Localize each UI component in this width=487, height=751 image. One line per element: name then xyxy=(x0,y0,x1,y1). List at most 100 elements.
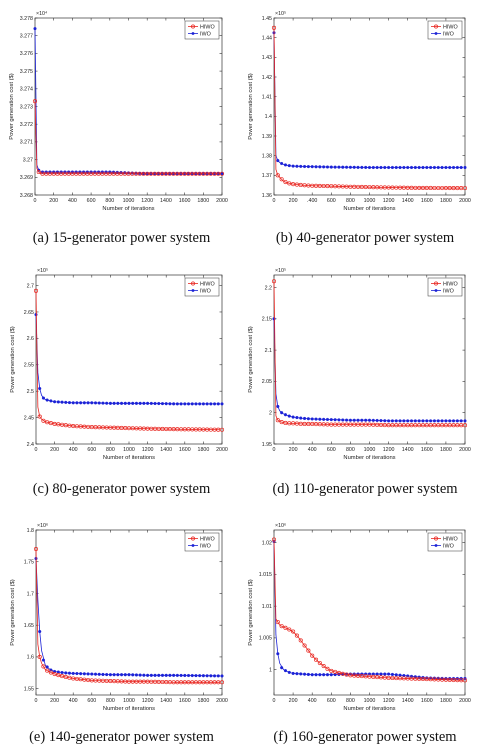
series-point-hiwo xyxy=(371,674,376,679)
series-point-hiwo xyxy=(219,680,225,685)
series-point-hiwo xyxy=(363,422,368,427)
series-point-iwo xyxy=(127,673,131,677)
y-tick-label: 1.005 xyxy=(259,636,272,642)
y-tick-label: 1.01 xyxy=(262,604,272,610)
series-point-hiwo xyxy=(283,420,288,426)
y-axis-label: Power generation cost ($) xyxy=(10,326,16,392)
series-point-iwo xyxy=(348,165,352,169)
series-point-iwo xyxy=(310,673,314,677)
series-point-iwo xyxy=(82,672,86,676)
series-point-hiwo xyxy=(394,676,399,681)
x-tick-label: 1000 xyxy=(123,447,135,453)
series-point-hiwo xyxy=(219,171,225,176)
series-point-hiwo xyxy=(336,422,341,427)
series-point-hiwo xyxy=(462,423,468,428)
series-point-iwo xyxy=(367,418,372,422)
legend-marker-iwo xyxy=(191,32,195,35)
series-point-hiwo xyxy=(451,677,456,683)
series-point-iwo xyxy=(157,673,161,677)
x-tick-label: 2000 xyxy=(459,198,471,204)
series-point-iwo xyxy=(406,419,410,423)
series-point-hiwo xyxy=(432,423,437,428)
series-point-iwo xyxy=(360,165,364,169)
series-point-iwo xyxy=(451,419,456,423)
chart-svg-f: 0 200 400 600 800 1000 1200 1400 1600 1800 2000 1 1.… xyxy=(248,523,471,712)
series-point-hiwo xyxy=(359,422,364,427)
series-point-iwo xyxy=(436,419,440,423)
x-tick-label: 1400 xyxy=(402,698,414,704)
x-tick-label: 800 xyxy=(105,198,114,204)
series-point-iwo xyxy=(33,27,37,31)
series-point-iwo xyxy=(429,419,433,423)
series-point-iwo xyxy=(64,400,68,404)
legend-label-iwo: IWO xyxy=(443,543,454,549)
legend-label-iwo: IWO xyxy=(200,543,211,549)
series-point-hiwo xyxy=(390,423,395,428)
series-point-iwo xyxy=(198,674,202,678)
y-tick-label: 3.273 xyxy=(20,104,33,110)
x-tick-label: 1000 xyxy=(123,198,135,204)
series-point-hiwo xyxy=(294,182,299,187)
series-point-hiwo xyxy=(378,185,384,190)
x-tick-label: 1400 xyxy=(402,447,414,453)
series-point-hiwo xyxy=(71,676,76,681)
series-line-hiwo xyxy=(34,101,221,175)
series-point-hiwo xyxy=(340,422,345,427)
series-point-hiwo xyxy=(291,629,296,634)
legend-marker-iwo xyxy=(434,32,438,35)
series-point-hiwo xyxy=(432,185,437,191)
y-exponent-label: ×10⁶ xyxy=(37,523,48,529)
series-point-hiwo xyxy=(344,184,349,189)
series-point-hiwo xyxy=(417,676,422,681)
series-point-iwo xyxy=(190,402,194,406)
x-tick-label: 800 xyxy=(346,447,355,453)
chart-caption-f: (f) 160-generator power system xyxy=(273,729,457,745)
series-point-hiwo xyxy=(45,420,50,425)
series-point-iwo xyxy=(425,165,429,170)
series-point-iwo xyxy=(448,165,452,170)
series-point-hiwo xyxy=(455,678,460,683)
series-point-iwo xyxy=(306,165,310,169)
series-point-hiwo xyxy=(447,677,452,682)
series-point-iwo xyxy=(41,658,45,662)
x-tick-label: 2000 xyxy=(459,447,471,453)
series-point-hiwo xyxy=(390,185,395,190)
series-line-hiwo xyxy=(273,281,464,426)
series-point-iwo xyxy=(209,674,213,678)
y-tick-label: 1.4 xyxy=(265,114,272,120)
x-axis-label: Number of iterations xyxy=(343,206,395,212)
series-point-iwo xyxy=(127,401,131,405)
x-tick-label: 1200 xyxy=(383,698,395,704)
legend-marker-hiwo xyxy=(191,24,195,29)
series-point-hiwo xyxy=(417,423,422,428)
series-point-hiwo xyxy=(59,674,65,679)
series-point-iwo xyxy=(205,402,209,406)
y-tick-label: 1.38 xyxy=(262,153,272,159)
plot-frame xyxy=(35,274,223,445)
series-point-iwo xyxy=(398,165,402,170)
series-point-iwo xyxy=(398,419,402,423)
series-point-iwo xyxy=(463,419,467,423)
series-point-hiwo xyxy=(413,185,418,190)
series-point-iwo xyxy=(463,165,467,170)
series-point-iwo xyxy=(164,673,168,677)
x-tick-label: 200 xyxy=(49,198,58,204)
y-tick-label: 2.15 xyxy=(262,317,272,323)
series-point-hiwo xyxy=(283,179,288,185)
series-point-iwo xyxy=(216,674,220,678)
series-point-iwo xyxy=(183,673,187,678)
plot-frame xyxy=(273,529,466,696)
series-point-hiwo xyxy=(424,677,429,682)
series-point-iwo xyxy=(314,417,318,421)
x-tick-label: 0 xyxy=(273,698,276,704)
series-point-hiwo xyxy=(37,414,42,419)
series-point-iwo xyxy=(205,674,209,678)
x-tick-label: 1000 xyxy=(123,698,135,704)
series-point-hiwo xyxy=(271,537,277,542)
series-point-iwo xyxy=(216,402,220,406)
series-point-iwo xyxy=(138,401,142,405)
x-tick-label: 2000 xyxy=(216,198,228,204)
y-tick-label: 3.275 xyxy=(20,69,33,75)
chart-panel-d: 0 200 400 600 800 1000 1200 1400 1600 1800 2000 1.9… xyxy=(243,256,487,506)
series-point-iwo xyxy=(318,417,322,421)
